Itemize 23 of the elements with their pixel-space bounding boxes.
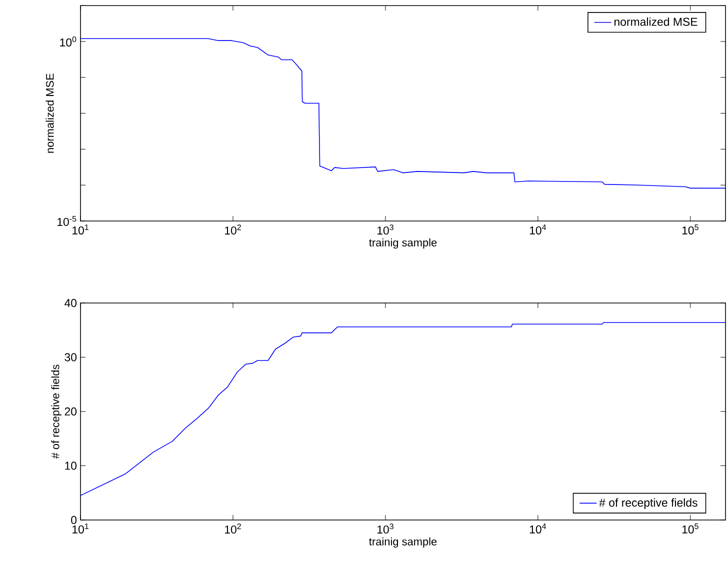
x-tick-label: 10$^{4}$ — [530, 524, 546, 534]
legend-label: # of receptive fields — [599, 498, 698, 509]
y-tick-label: 10$^{-5}$ — [57, 216, 76, 226]
x-tick-label: 10$^{5}$ — [682, 224, 698, 234]
y-tick-label: 10$^{0}$ — [60, 36, 76, 47]
x-axis-title: trainig sample — [369, 537, 437, 548]
x-tick-label: 10$^{3}$ — [377, 524, 394, 534]
x-tick-label: 10$^{2}$ — [225, 224, 241, 235]
x-tick-label: 10$^{1}$ — [72, 224, 88, 234]
legend-label: normalized MSE — [614, 17, 698, 26]
y-tick-label: 0 — [71, 516, 77, 524]
y-tick-label: 20 — [64, 407, 77, 416]
y-axis-title: normalized MSE — [46, 74, 54, 153]
y-tick-label: 40 — [64, 298, 77, 308]
x-tick-label: 10$^{4}$ — [530, 224, 546, 234]
y-tick-label: 30 — [64, 353, 77, 362]
x-tick-label: 10$^{2}$ — [225, 524, 241, 534]
x-tick-label: 10$^{3}$ — [377, 224, 394, 235]
y-axis-title: # of receptive fields — [51, 364, 62, 459]
y-tick-label: 10 — [65, 462, 77, 470]
x-tick-label: 10$^{1}$ — [72, 524, 88, 534]
x-tick-label: 10$^{5}$ — [682, 524, 698, 534]
x-axis-title: trainig sample — [369, 238, 437, 249]
